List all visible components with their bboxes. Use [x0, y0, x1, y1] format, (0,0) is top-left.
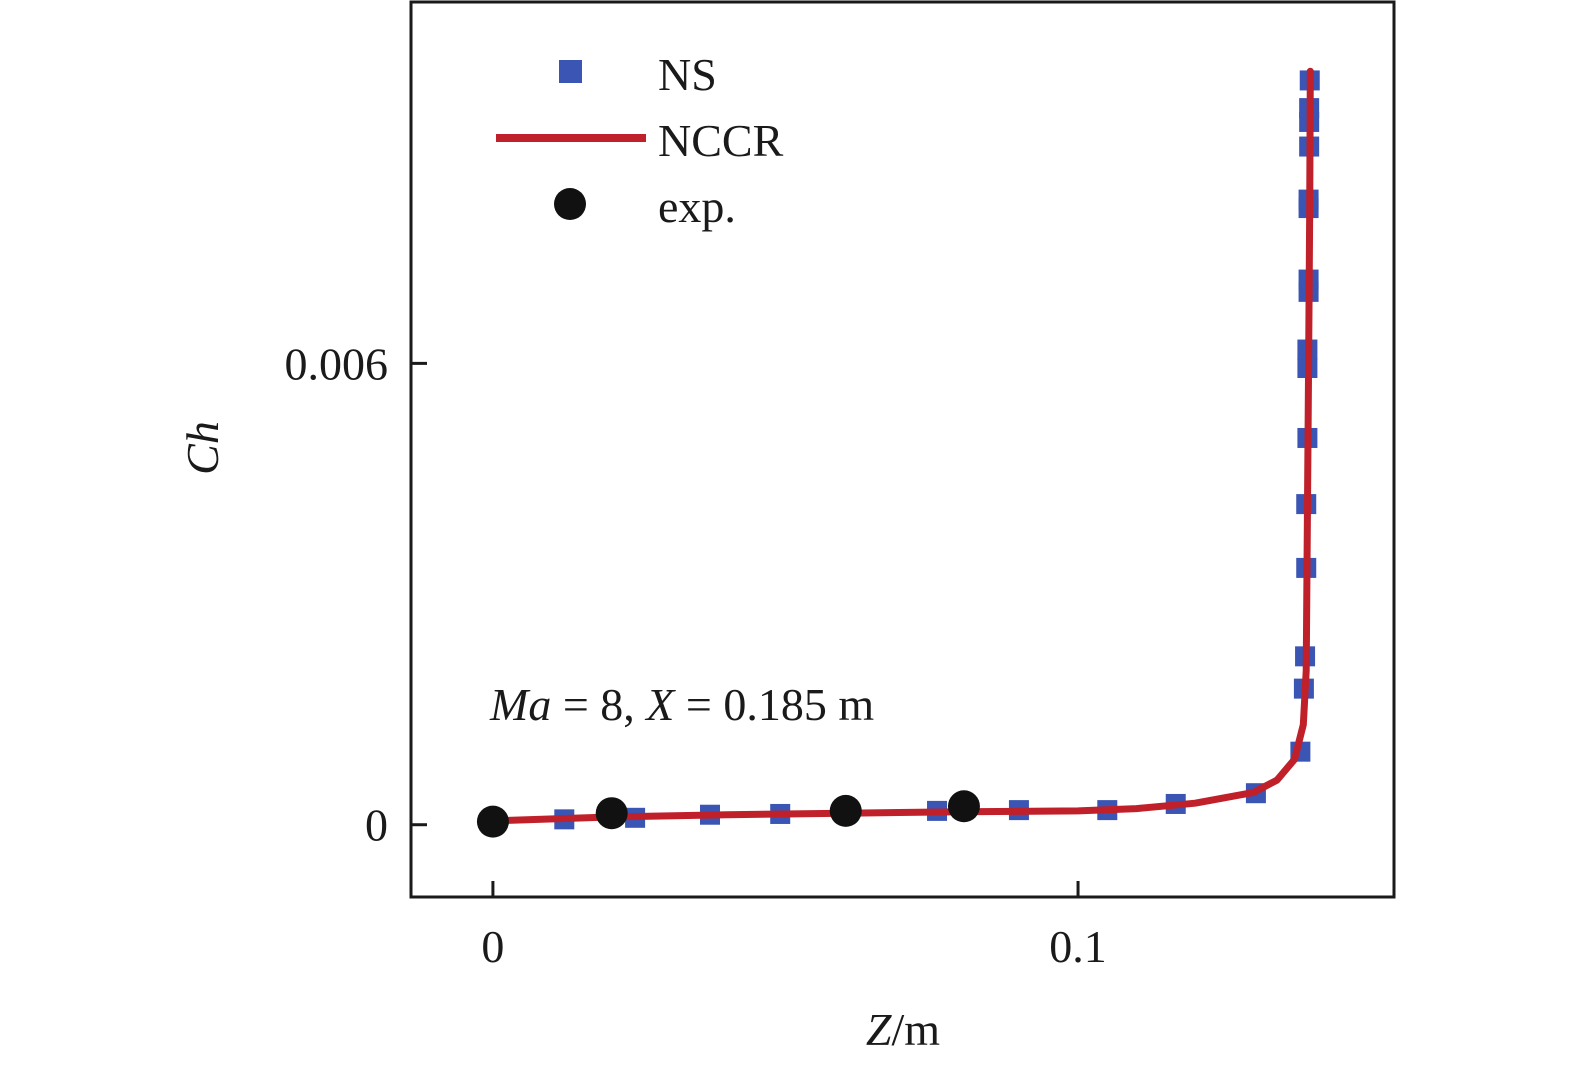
legend-nccr-label: NCCR: [658, 115, 784, 166]
x-axis-label: Z/m: [866, 1004, 940, 1055]
condition-annotation: Ma = 8, X = 0.185 m: [489, 679, 874, 730]
legend-exp-label: exp.: [658, 181, 736, 232]
exp-data-point: [829, 794, 862, 827]
legend-exp-circle-icon: [554, 188, 586, 220]
series-nccr-line: [489, 67, 1314, 825]
x-tick-label: 0.1: [1049, 921, 1107, 972]
y-axis-label: Ch: [177, 421, 228, 475]
legend-ns-label: NS: [658, 49, 717, 100]
exp-data-point: [595, 797, 628, 830]
x-axis-ticks: 0 0.1: [481, 881, 1107, 972]
exp-data-point: [947, 790, 980, 823]
annotation-x-value: = 0.185 m: [674, 679, 874, 730]
annotation-ma-symbol: Ma: [489, 679, 551, 730]
legend: NS NCCR exp.: [496, 49, 784, 232]
x-axis-label-unit: /m: [892, 1004, 941, 1055]
legend-ns-square-icon: [559, 60, 582, 83]
plot-frame: [409, 0, 1396, 899]
y-tick-label: 0.006: [285, 338, 389, 389]
x-tick-label: 0: [481, 921, 504, 972]
series-exp-markers: [476, 790, 980, 838]
x-axis-label-symbol: Z: [866, 1004, 892, 1055]
annotation-x-symbol: X: [644, 679, 676, 730]
y-tick-label: 0: [365, 800, 388, 851]
exp-data-point: [476, 805, 509, 838]
annotation-ma-value: = 8,: [551, 679, 646, 730]
y-axis-ticks: 0 0.006: [285, 338, 427, 851]
